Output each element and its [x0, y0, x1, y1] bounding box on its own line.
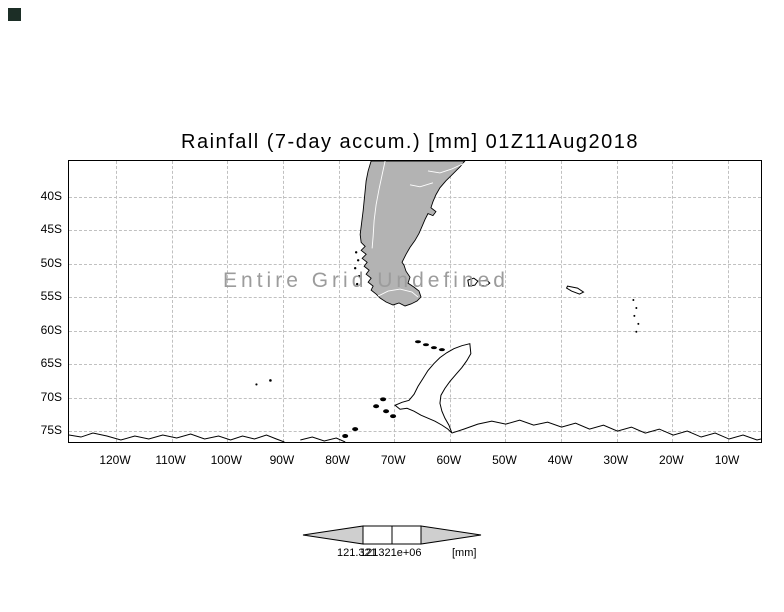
fjord-islet	[355, 282, 359, 286]
lat-tick-label: 65S	[40, 356, 62, 371]
lon-tick-label: 50W	[492, 453, 517, 467]
grid-line-vertical	[282, 161, 284, 442]
colorbar-left-arrow	[302, 525, 364, 545]
south-shetland-islet	[422, 343, 429, 347]
coastal-islet	[269, 379, 272, 382]
plot-area: Entire Grid Undefined	[68, 160, 762, 443]
south-georgia-island	[565, 285, 585, 295]
lat-tick-label: 45S	[40, 222, 62, 237]
south-sandwich-islet	[637, 322, 640, 325]
south-america-landmass	[359, 161, 466, 307]
fjord-islet	[354, 251, 358, 254]
lat-tick-label: 40S	[40, 189, 62, 203]
south-shetland-islet	[430, 346, 437, 350]
lon-tick-label: 10W	[714, 453, 740, 467]
lat-tick-label: 60S	[40, 322, 62, 337]
antarctica-coastline-east	[451, 419, 761, 441]
plot-title: Rainfall (7-day accum.) [mm] 01Z11Aug201…	[181, 131, 639, 153]
lat-tick-label: 50S	[40, 255, 62, 270]
grid-line-vertical	[728, 161, 730, 442]
lon-tick-label: 40W	[547, 453, 573, 467]
river-line-1	[427, 162, 466, 174]
grid-line-horizontal	[69, 431, 761, 432]
south-sandwich-islet	[632, 299, 635, 302]
south-sandwich-islet	[635, 306, 638, 309]
grid-line-vertical	[672, 161, 674, 442]
colorbar-unit-label: [mm]	[452, 547, 477, 559]
lon-tick-label: 60W	[436, 453, 462, 467]
colorbar-tick-label: 121.321	[337, 547, 377, 559]
fjord-islet	[356, 259, 360, 262]
map-canvas	[69, 161, 761, 442]
coastal-islet	[255, 383, 258, 386]
south-shetland-islet	[438, 348, 445, 352]
grid-line-vertical	[338, 161, 340, 442]
undefined-grid-message: Entire Grid Undefined	[223, 269, 509, 292]
grid-line-vertical	[116, 161, 117, 442]
lat-tick-label: 75S	[40, 423, 62, 437]
grid-line-horizontal	[69, 364, 761, 366]
colorbar-shape	[302, 525, 482, 545]
grid-line-vertical	[561, 161, 563, 442]
grid-line-vertical	[171, 161, 173, 442]
peninsula-islet	[352, 427, 359, 432]
grid-line-vertical	[616, 161, 618, 442]
south-sandwich-islet	[635, 330, 638, 333]
fjord-islet	[357, 274, 361, 278]
grid-line-vertical	[505, 161, 507, 442]
river-line-2	[409, 182, 434, 188]
lon-tick-label: 80W	[325, 453, 350, 467]
window-corner-artifact	[8, 8, 21, 21]
fjord-islet	[353, 267, 357, 270]
colorbar	[301, 524, 483, 551]
grid-line-vertical	[449, 161, 451, 442]
country-border-line	[371, 161, 386, 249]
peninsula-islet	[342, 434, 349, 439]
lon-tick-label: 70W	[380, 453, 406, 467]
colorbar-tick-label: 121321e+06	[360, 547, 422, 559]
south-sandwich-islet	[633, 314, 636, 317]
antarctica-coastline-west	[69, 432, 285, 442]
peninsula-islet	[390, 414, 397, 419]
antarctic-peninsula-coastline	[394, 343, 472, 434]
lon-tick-label: 30W	[603, 453, 629, 467]
grid-line-vertical	[227, 161, 229, 442]
lon-tick-label: 110W	[155, 453, 186, 467]
south-shetland-islet	[415, 340, 421, 344]
lon-tick-label: 90W	[269, 453, 295, 467]
lat-tick-label: 70S	[40, 389, 62, 404]
antarctica-coastline-mid	[300, 436, 346, 442]
colorbar-right-arrow	[420, 525, 482, 545]
grid-line-horizontal	[69, 330, 761, 332]
falkland-islands	[479, 279, 491, 287]
lon-tick-label: 120W	[99, 453, 131, 467]
falkland-islands	[467, 277, 479, 287]
lon-tick-label: 100W	[210, 453, 242, 467]
grid-line-horizontal	[69, 263, 761, 265]
lat-tick-label: 55S	[40, 289, 62, 304]
peninsula-islet	[383, 409, 390, 414]
peninsula-islet	[373, 404, 380, 409]
lon-tick-label: 20W	[659, 453, 684, 467]
strait-of-magellan-line	[377, 288, 419, 298]
peninsula-islet	[380, 397, 387, 402]
